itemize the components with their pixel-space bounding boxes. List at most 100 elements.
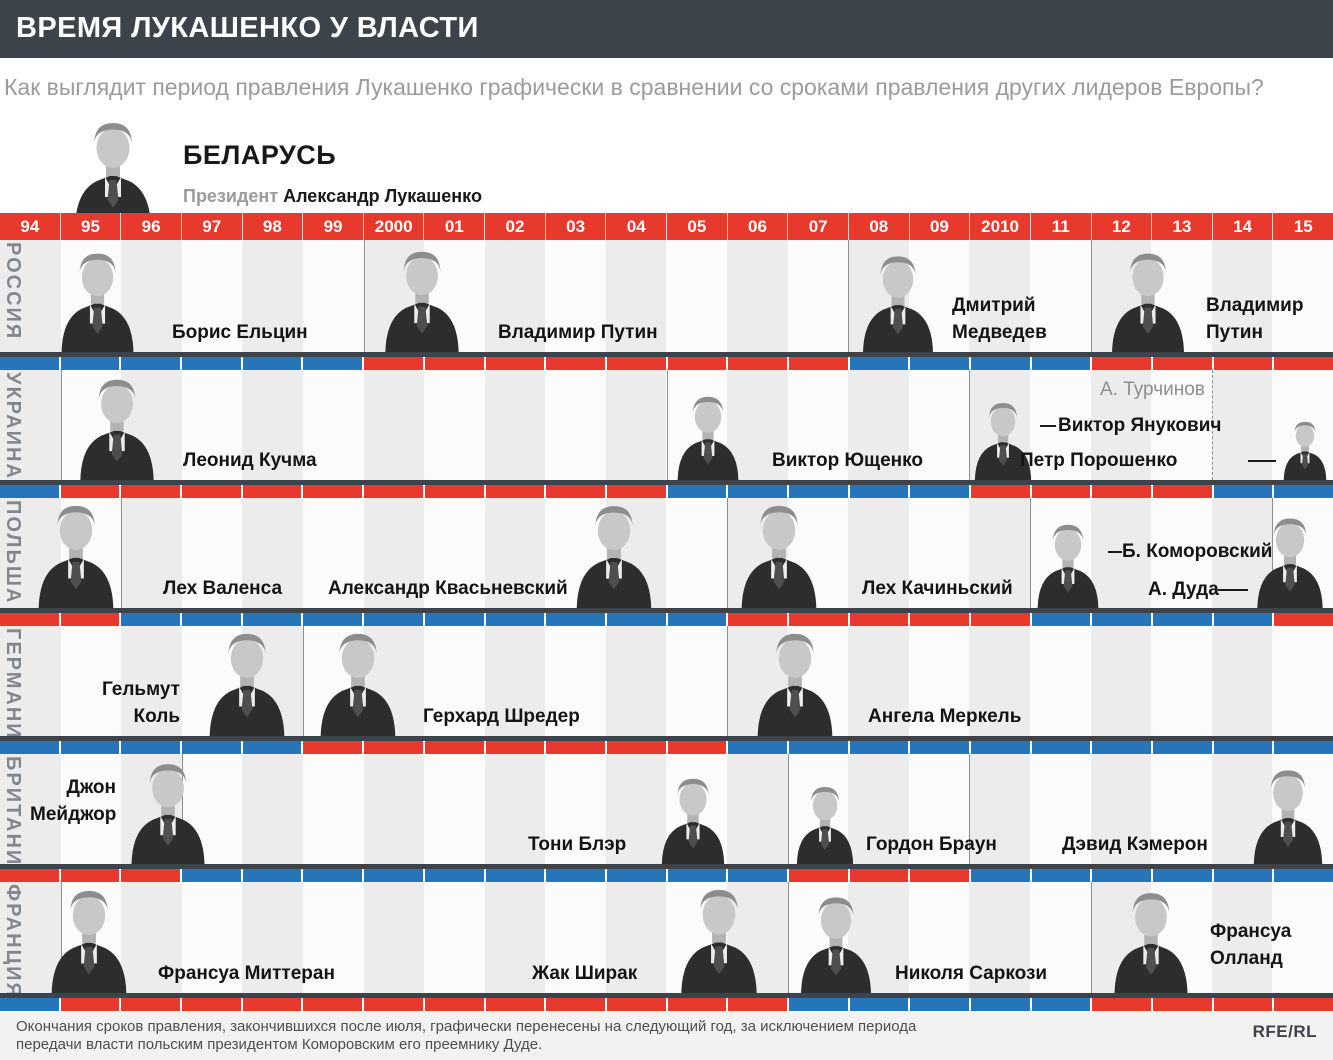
term-start-line [1272, 498, 1274, 608]
term-year-segment [364, 741, 425, 754]
term-year-segment [182, 613, 243, 626]
portrait-bust-icon [51, 890, 127, 993]
leader-name-line: Виктор Ющенко [772, 450, 923, 471]
country-row: ФРАНЦИЯ Франсуа Миттеран Жак Ширак Николя С… [0, 882, 1333, 1011]
term-year-segment [1092, 998, 1154, 1011]
year-stripe [545, 626, 606, 736]
term-year-segment [1213, 869, 1275, 882]
term-year-segment [303, 613, 365, 626]
year-stripe [0, 626, 61, 736]
year-stripe [666, 626, 728, 736]
leader-name-line: Владимир Путин [498, 322, 658, 343]
year-label: 06 [728, 213, 789, 240]
leader-photo [966, 374, 1040, 480]
footnote-line1: Окончания сроков правления, закончившихс… [16, 1018, 917, 1035]
leader-name: Гордон Браун [866, 831, 997, 858]
year-stripe [424, 882, 485, 993]
term-year-segment [910, 613, 971, 626]
leader-name: А. Дуда [1148, 576, 1219, 603]
label-connector-line [1040, 425, 1056, 427]
leader-name-line: Виктор Янукович [1058, 415, 1222, 436]
year-stripe [363, 882, 425, 993]
portrait-bust-icon [80, 379, 154, 480]
leader-name-line: Александр Квасьневский [328, 578, 568, 599]
year-label: 13 [1152, 213, 1213, 240]
year-stripe [545, 754, 606, 864]
year-stripe [605, 370, 667, 480]
year-stripe [0, 370, 61, 480]
year-stripe [0, 754, 61, 864]
term-year-segment [121, 998, 183, 1011]
country-row: БРИТАНИЯ Джон Мейджор Тони Блэр Гордон Браун… [0, 754, 1333, 883]
timeline-bar-border [0, 736, 1333, 741]
term-year-segment [0, 357, 61, 370]
term-year-segment [788, 741, 850, 754]
belarus-leader-line: Президент Александр Лукашенко [183, 186, 482, 207]
year-stripe [302, 754, 364, 864]
term-start-line [60, 370, 62, 480]
portrait-bust-icon [661, 778, 725, 864]
year-stripe [1151, 626, 1212, 736]
portrait-bust-icon [757, 633, 833, 736]
term-start-line [727, 626, 729, 736]
term-year-segment [667, 998, 729, 1011]
timeline-bar [0, 864, 1333, 882]
term-year-segment [485, 869, 547, 882]
leader-name-line: Франсуа Миттеран [158, 963, 335, 984]
term-year-segment [606, 485, 668, 498]
timeline-bar-border [0, 352, 1333, 357]
leader-name-line: Б. Коморовский [1122, 541, 1273, 562]
portrait-bust-icon [576, 506, 652, 608]
term-year-segment [303, 357, 365, 370]
term-year-segment [121, 357, 183, 370]
term-year-segment [485, 613, 547, 626]
leader-photo [186, 626, 308, 736]
portrait-bust-icon [320, 633, 396, 736]
term-year-segment [60, 869, 122, 882]
term-year-segment [1031, 485, 1093, 498]
term-year-segment [728, 357, 789, 370]
year-stripe [605, 754, 667, 864]
term-year-segment [60, 741, 122, 754]
year-stripe [242, 370, 303, 480]
term-year-segment [728, 741, 789, 754]
year-stripe [424, 626, 485, 736]
year-stripe [605, 882, 667, 993]
leader-name: Николя Саркози [895, 960, 1047, 987]
leader-photo [652, 754, 734, 864]
year-stripe [727, 370, 788, 480]
year-stripe [302, 498, 364, 608]
term-year-segment [971, 869, 1032, 882]
term-year-segment [1213, 613, 1275, 626]
timeline-bar [0, 608, 1333, 626]
year-stripe [1151, 498, 1212, 608]
leader-photo [1243, 754, 1333, 864]
year-stripe [242, 882, 303, 993]
portrait-bust-icon [677, 396, 739, 480]
term-year-segment [1031, 357, 1093, 370]
leader-name-line: Гельмут [101, 679, 180, 700]
term-year-segment [1153, 485, 1214, 498]
year-stripe [242, 754, 303, 864]
term-year-segment [971, 357, 1032, 370]
country-row: УКРАИНА Леонид Кучма Виктор Ющенко Виктор Я… [0, 370, 1333, 498]
term-year-segment [485, 485, 547, 498]
portrait-bust-icon [863, 256, 933, 352]
footnote-line2: передачи власти польским президентом Ком… [16, 1036, 543, 1053]
leader-name-line: Жак Ширак [532, 963, 638, 984]
term-year-segment [60, 485, 122, 498]
leader-photo [62, 372, 172, 480]
year-label: 95 [61, 213, 122, 240]
portrait-bust-icon [209, 633, 285, 736]
term-start-line [666, 370, 668, 480]
year-label: 14 [1213, 213, 1274, 240]
term-year-segment [1092, 869, 1154, 882]
year-stripe [121, 240, 182, 352]
year-stripe [1272, 882, 1333, 993]
year-stripe [1211, 626, 1273, 736]
term-year-segment [1092, 613, 1154, 626]
year-stripe [302, 240, 364, 352]
timeline-bar-border [0, 993, 1333, 998]
year-stripe [1272, 626, 1333, 736]
